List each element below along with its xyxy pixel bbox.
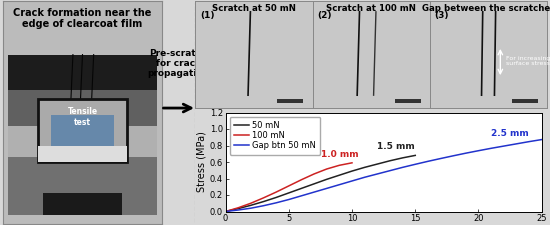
50 mN (399, 157, 406, 159)
100 mN (273, 191, 279, 193)
Gap btn 50 mN (273, 202, 279, 204)
Line: 50 mN: 50 mN (226, 155, 415, 212)
100 mN (336, 164, 343, 167)
Gap btn 50 mN (222, 210, 229, 213)
100 mN (349, 162, 355, 164)
50 mN (222, 210, 229, 213)
Gap btn 50 mN (361, 176, 368, 179)
Gap btn 50 mN (323, 187, 330, 190)
Text: (1): (1) (200, 11, 214, 20)
50 mN (412, 154, 419, 157)
Gap btn 50 mN (298, 194, 305, 197)
50 mN (361, 166, 368, 169)
Gap btn 50 mN (399, 166, 406, 169)
Gap btn 50 mN (336, 183, 343, 186)
Text: (3): (3) (434, 11, 449, 20)
Text: Pre-scratch
for crack
propagation: Pre-scratch for crack propagation (148, 49, 210, 78)
100 mN (248, 202, 254, 205)
50 mN (374, 163, 381, 165)
50 mN (336, 174, 343, 177)
Line: Gap btn 50 mN: Gap btn 50 mN (226, 140, 542, 212)
Gap btn 50 mN (387, 169, 393, 172)
100 mN (235, 207, 241, 209)
Text: Scratch at 50 mN: Scratch at 50 mN (212, 4, 296, 13)
Bar (395, 99, 421, 103)
50 mN (298, 187, 305, 190)
Gap btn 50 mN (538, 138, 545, 141)
Gap btn 50 mN (475, 149, 482, 152)
100 mN (260, 197, 267, 199)
Bar (8, 55, 157, 215)
Text: Gap between the scratches: Gap between the scratches (422, 4, 550, 13)
Gap btn 50 mN (285, 198, 292, 201)
100 mN (285, 184, 292, 187)
Text: Tensile
test: Tensile test (68, 107, 97, 127)
50 mN (387, 159, 393, 162)
Bar (277, 99, 303, 103)
50 mN (273, 196, 279, 199)
Gap btn 50 mN (488, 147, 494, 150)
Text: (2): (2) (317, 11, 332, 20)
50 mN (311, 182, 317, 185)
Text: 2.5 mm: 2.5 mm (491, 129, 529, 138)
Y-axis label: Stress (MPa): Stress (MPa) (197, 132, 207, 192)
100 mN (298, 178, 305, 181)
50 mN (260, 200, 267, 203)
Gap btn 50 mN (374, 173, 381, 175)
Gap btn 50 mN (248, 207, 254, 209)
Gap btn 50 mN (412, 163, 419, 166)
Legend: 50 mN, 100 mN, Gap btn 50 mN: 50 mN, 100 mN, Gap btn 50 mN (230, 117, 320, 155)
Bar (51, 115, 114, 146)
Gap btn 50 mN (463, 152, 469, 155)
Gap btn 50 mN (437, 157, 444, 160)
Bar (38, 146, 127, 162)
Gap btn 50 mN (425, 160, 431, 163)
Text: Scratch at 100 mN: Scratch at 100 mN (326, 4, 416, 13)
Bar (38, 99, 127, 162)
Gap btn 50 mN (450, 154, 456, 157)
Text: Crack formation near the
edge of clearcoat film: Crack formation near the edge of clearco… (13, 8, 152, 29)
Text: 1.5 mm: 1.5 mm (377, 142, 415, 151)
Bar (8, 55, 157, 90)
Gap btn 50 mN (311, 191, 317, 193)
Bar (8, 90, 157, 126)
50 mN (235, 207, 241, 210)
50 mN (285, 192, 292, 194)
Bar (8, 126, 157, 157)
Gap btn 50 mN (349, 180, 355, 182)
100 mN (222, 210, 229, 213)
50 mN (323, 178, 330, 181)
Line: 100 mN: 100 mN (226, 163, 352, 212)
Bar (43, 193, 122, 215)
Bar (8, 157, 157, 215)
Gap btn 50 mN (235, 209, 241, 211)
Bar (512, 99, 538, 103)
Gap btn 50 mN (260, 204, 267, 207)
Gap btn 50 mN (526, 140, 532, 143)
50 mN (248, 204, 254, 207)
50 mN (349, 170, 355, 172)
Gap btn 50 mN (513, 142, 520, 145)
Gap btn 50 mN (500, 145, 507, 147)
100 mN (323, 168, 330, 170)
100 mN (311, 173, 317, 175)
Text: For increasing
surface stress: For increasing surface stress (506, 56, 550, 66)
Text: 1.0 mm: 1.0 mm (321, 150, 358, 159)
